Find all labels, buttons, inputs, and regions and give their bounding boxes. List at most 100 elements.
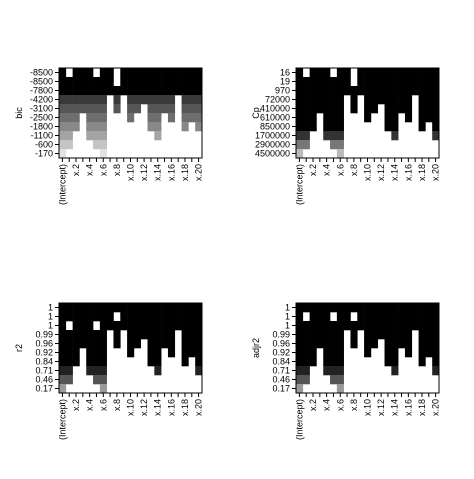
cell bbox=[391, 77, 399, 87]
cell bbox=[59, 330, 67, 340]
cell bbox=[127, 339, 135, 349]
cell bbox=[404, 77, 413, 87]
x-tick-label: (Intercept) bbox=[57, 399, 67, 440]
cell bbox=[296, 384, 304, 394]
cell bbox=[404, 312, 413, 322]
cell bbox=[398, 77, 406, 87]
cell bbox=[99, 339, 107, 349]
cell bbox=[370, 312, 379, 322]
cell bbox=[296, 140, 304, 150]
cell bbox=[357, 77, 365, 87]
cell bbox=[302, 357, 310, 367]
cell bbox=[72, 86, 80, 96]
cell bbox=[391, 131, 399, 141]
cell bbox=[93, 140, 101, 150]
cell bbox=[418, 77, 426, 87]
cell bbox=[140, 86, 148, 96]
cell bbox=[65, 330, 73, 340]
x-tick-label: x.16 bbox=[166, 164, 176, 181]
cell bbox=[309, 95, 317, 105]
cell bbox=[181, 86, 189, 96]
cell bbox=[323, 303, 331, 313]
cell bbox=[364, 86, 372, 96]
cell bbox=[323, 104, 331, 114]
y-axis-title: Cp bbox=[251, 107, 261, 119]
cell bbox=[411, 303, 419, 313]
cell bbox=[93, 312, 101, 322]
cell bbox=[59, 384, 67, 394]
x-tick-label: x.10 bbox=[363, 164, 373, 181]
cell bbox=[79, 77, 87, 87]
cell bbox=[330, 95, 338, 105]
cell bbox=[86, 86, 94, 96]
y-tick-label: 0.99 bbox=[35, 330, 53, 340]
cell bbox=[127, 95, 135, 105]
cell bbox=[59, 357, 67, 367]
cell bbox=[309, 303, 317, 313]
cell bbox=[343, 321, 351, 331]
y-tick-label: -600 bbox=[35, 140, 53, 150]
cell bbox=[384, 303, 392, 313]
cell bbox=[404, 68, 413, 78]
cell bbox=[302, 375, 310, 385]
cell bbox=[72, 113, 80, 123]
cell bbox=[127, 312, 135, 322]
cell bbox=[336, 140, 344, 150]
cell bbox=[384, 86, 392, 96]
cell bbox=[330, 330, 338, 340]
x-tick-label: x.18 bbox=[180, 164, 190, 181]
cell bbox=[398, 330, 406, 340]
cell bbox=[398, 95, 406, 105]
cell bbox=[411, 68, 419, 78]
cell bbox=[188, 77, 196, 87]
cell bbox=[411, 77, 419, 87]
x-tick-label: x.6 bbox=[98, 399, 108, 411]
y-tick-label: -2500 bbox=[30, 113, 53, 123]
cell bbox=[59, 104, 67, 114]
cell bbox=[79, 95, 87, 105]
cell bbox=[425, 68, 433, 78]
cell bbox=[404, 95, 413, 105]
cell bbox=[86, 104, 94, 114]
cell bbox=[425, 303, 433, 313]
cell bbox=[336, 339, 344, 349]
x-tick-label: (Intercept) bbox=[294, 399, 304, 440]
cell bbox=[120, 77, 128, 87]
cell bbox=[181, 113, 189, 123]
cell bbox=[323, 122, 331, 132]
cell bbox=[113, 339, 121, 349]
cell bbox=[79, 86, 87, 96]
cell bbox=[302, 303, 310, 313]
cell bbox=[174, 312, 182, 322]
y-tick-label: 0.84 bbox=[35, 357, 53, 367]
cell bbox=[404, 86, 413, 96]
cell bbox=[65, 95, 73, 105]
cell bbox=[120, 68, 128, 78]
cell bbox=[364, 312, 372, 322]
cell bbox=[140, 303, 148, 313]
y-tick-label: 0.17 bbox=[35, 384, 53, 394]
cell bbox=[370, 330, 379, 340]
cell bbox=[296, 77, 304, 87]
x-tick-label: x.4 bbox=[85, 164, 95, 176]
cell bbox=[336, 77, 344, 87]
cell bbox=[384, 348, 392, 358]
cell bbox=[113, 330, 121, 340]
cell bbox=[309, 104, 317, 114]
cell bbox=[398, 312, 406, 322]
cell bbox=[65, 348, 73, 358]
x-tick-label: x.18 bbox=[180, 399, 190, 416]
x-tick-label: (Intercept) bbox=[294, 164, 304, 205]
cell bbox=[93, 95, 101, 105]
cell bbox=[147, 330, 155, 340]
cell bbox=[350, 86, 358, 96]
cell bbox=[181, 95, 189, 105]
cell bbox=[140, 321, 148, 331]
cell bbox=[418, 339, 426, 349]
cell bbox=[86, 330, 94, 340]
cell bbox=[147, 321, 155, 331]
cell bbox=[161, 303, 169, 313]
cell bbox=[120, 321, 128, 331]
cell bbox=[59, 140, 67, 150]
